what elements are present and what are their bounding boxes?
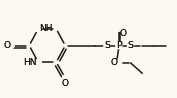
Text: O: O	[111, 58, 118, 67]
Circle shape	[35, 59, 41, 65]
Circle shape	[35, 26, 41, 32]
Text: S: S	[127, 41, 133, 50]
Text: P: P	[116, 41, 122, 50]
Circle shape	[104, 42, 110, 49]
Text: HN: HN	[24, 58, 37, 67]
Circle shape	[127, 42, 134, 49]
Text: O: O	[62, 79, 69, 88]
Text: P: P	[116, 41, 122, 50]
Text: S: S	[127, 41, 133, 50]
Circle shape	[8, 42, 14, 49]
Circle shape	[116, 42, 122, 49]
Circle shape	[62, 75, 68, 81]
Text: O: O	[119, 29, 127, 38]
Text: NH: NH	[39, 24, 53, 33]
Text: O: O	[62, 79, 69, 88]
Circle shape	[116, 60, 122, 66]
Text: S: S	[104, 41, 110, 50]
Text: NH: NH	[39, 24, 53, 33]
Text: O: O	[111, 58, 118, 67]
Text: S: S	[104, 41, 110, 50]
Text: O: O	[3, 41, 10, 50]
Text: HN: HN	[24, 58, 37, 67]
Circle shape	[116, 25, 122, 31]
Text: O: O	[3, 41, 10, 50]
Text: O: O	[119, 29, 127, 38]
